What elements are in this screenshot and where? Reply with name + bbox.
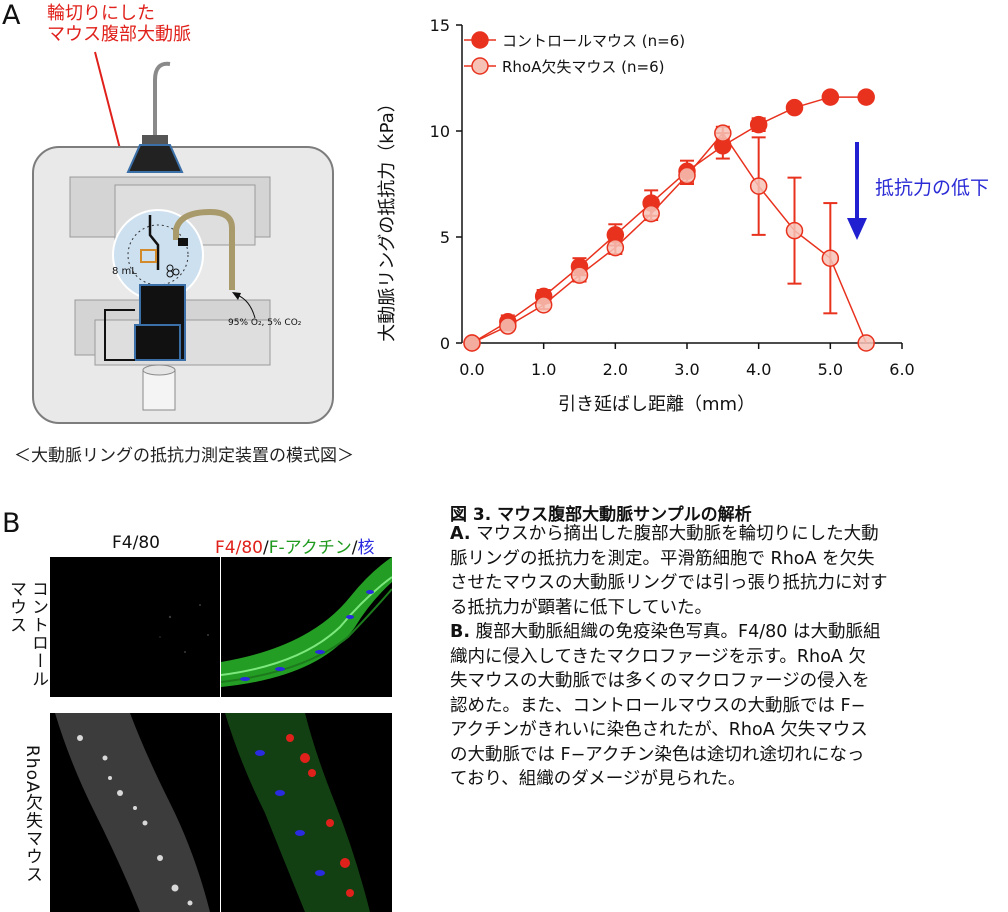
x-tick-label: 5.0	[818, 360, 843, 379]
x-axis-label: 引き延ばし距離（mm）	[558, 394, 756, 415]
apparatus-diagram	[32, 51, 334, 424]
col2-sep1: /	[262, 538, 269, 558]
series-0	[463, 88, 875, 352]
y-tick-label: 15	[430, 16, 450, 35]
x-tick-label: 0.0	[459, 360, 484, 379]
caption-b-line7: ており、組織のダメージが見られた。	[450, 769, 746, 789]
series-line	[471, 131, 867, 344]
panel-a-letter: A	[2, 0, 21, 31]
y-tick-label: 5	[440, 228, 450, 247]
volume-label: 8 mL	[112, 266, 137, 277]
row1-label: コントロール マウス	[5, 580, 49, 688]
data-point	[749, 177, 768, 195]
data-point	[857, 88, 875, 106]
data-point	[642, 204, 660, 223]
drop-annotation: 抵抗力の低下	[875, 177, 990, 199]
force-chart: 0.0 1.0 2.0 3.0 4.0 5.0 6.0 0 5 10 15 コントロールマウス (n=…	[430, 16, 915, 379]
caption-b-line5: アクチンがきれいに染色されたが、RhoA 欠失マウス	[450, 720, 868, 740]
data-point	[749, 115, 768, 134]
col1-header: F4/80	[112, 533, 160, 553]
data-point	[606, 238, 625, 257]
y-tick-label: 10	[430, 122, 450, 141]
data-point	[821, 88, 840, 106]
col2-part-f480: F4/80	[215, 538, 263, 558]
legend-label-0: コントロールマウス (n=6)	[502, 32, 685, 50]
caption-b-line4: 認めた。また、コントロールマウスの大動脈では F−	[450, 695, 866, 716]
col2-sep2: /	[351, 538, 358, 558]
control-f480-image	[50, 557, 220, 697]
x-tick-label: 3.0	[674, 360, 699, 379]
series-1	[463, 124, 875, 352]
caption-b-line6: の大動脈では F−アクチン染色は途切れ途切れになっ	[450, 744, 865, 765]
data-point	[534, 296, 553, 314]
caption-a-label: A.	[450, 524, 471, 544]
ring-annotation-line2: マウス腹部大動脈	[47, 24, 191, 45]
legend-label-1: RhoA欠失マウス (n=6)	[502, 58, 664, 76]
data-point	[785, 221, 804, 240]
data-point	[785, 98, 804, 117]
figure-title: 図 3. マウス腹部大動脈サンプルの解析	[450, 505, 752, 525]
ring-annotation: 輪切りにした マウス腹部大動脈	[47, 3, 191, 45]
caption-a-line2: 脈リングの抵抗力を測定。平滑筋細胞で RhoA を欠失	[450, 548, 875, 569]
micro-row1	[50, 557, 392, 697]
data-point	[499, 317, 517, 335]
bottom-cylinder	[142, 369, 176, 411]
row2-label: RhoA欠失マウス	[22, 745, 42, 884]
caption-b-line1: 腹部大動脈組織の免疫染色写真。F4/80 は大動脈組	[470, 622, 881, 642]
legend-marker-0	[471, 31, 489, 49]
caption-b-line3: 失マウスの大動脈では多くのマクロファージの侵入を	[450, 671, 870, 691]
row1-label-line1: コントロール	[28, 580, 48, 688]
gas-tube	[173, 208, 235, 290]
col2-part-nucleus: 核	[357, 538, 375, 558]
x-tick-label: 2.0	[603, 360, 628, 379]
panel-b-letter: B	[2, 508, 21, 539]
apparatus-caption: ＜大動脈リングの抵抗力測定装置の模式図＞	[14, 446, 354, 466]
caption-b-label: B.	[450, 622, 470, 642]
data-point	[570, 266, 589, 284]
x-tick-label: 6.0	[889, 360, 914, 379]
caption-a-line1: マウスから摘出した腹部大動脈を輪切りにした大動	[470, 524, 879, 544]
vessel-ring	[140, 249, 157, 263]
series-line	[471, 96, 867, 344]
legend-marker-1	[471, 57, 489, 75]
data-point	[678, 166, 696, 185]
data-point	[714, 124, 732, 142]
x-tick-label: 1.0	[531, 360, 556, 379]
col2-header: F4/80/F-アクチン/核	[215, 533, 375, 558]
y-axis-label-wrap: 大動脈リングの抵抗力（kPa）	[366, 65, 406, 365]
caption-body: A. マウスから摘出した腹部大動脈を輪切りにした大動 脈リングの抵抗力を測定。平…	[450, 522, 998, 792]
top-tube	[153, 61, 171, 140]
data-point	[821, 249, 840, 267]
caption-a-line3: させたマウスの大動脈リングでは引っ張り抵抗力に対す	[450, 573, 888, 593]
caption-a-line4: る抵抗力が顕著に低下していた。	[450, 597, 712, 618]
y-tick-label: 0	[440, 334, 450, 353]
drop-arrow-head	[847, 218, 867, 240]
x-tick-label: 4.0	[746, 360, 771, 379]
col2-part-factin: F-アクチン	[268, 538, 352, 558]
gas-label: 95% O₂, 5% CO₂	[228, 318, 302, 328]
data-point	[857, 334, 875, 352]
y-axis-label: 大動脈リングの抵抗力（kPa）	[377, 94, 398, 342]
top-cap	[126, 144, 184, 173]
micro-row2	[50, 713, 392, 912]
row1-label-line2: マウス	[6, 580, 26, 634]
data-point	[463, 334, 481, 352]
ring-annotation-line1: 輪切りにした	[47, 3, 155, 24]
caption-b-line2: 織内に侵入してきたマクロファージを示す。RhoA 欠	[450, 646, 866, 667]
